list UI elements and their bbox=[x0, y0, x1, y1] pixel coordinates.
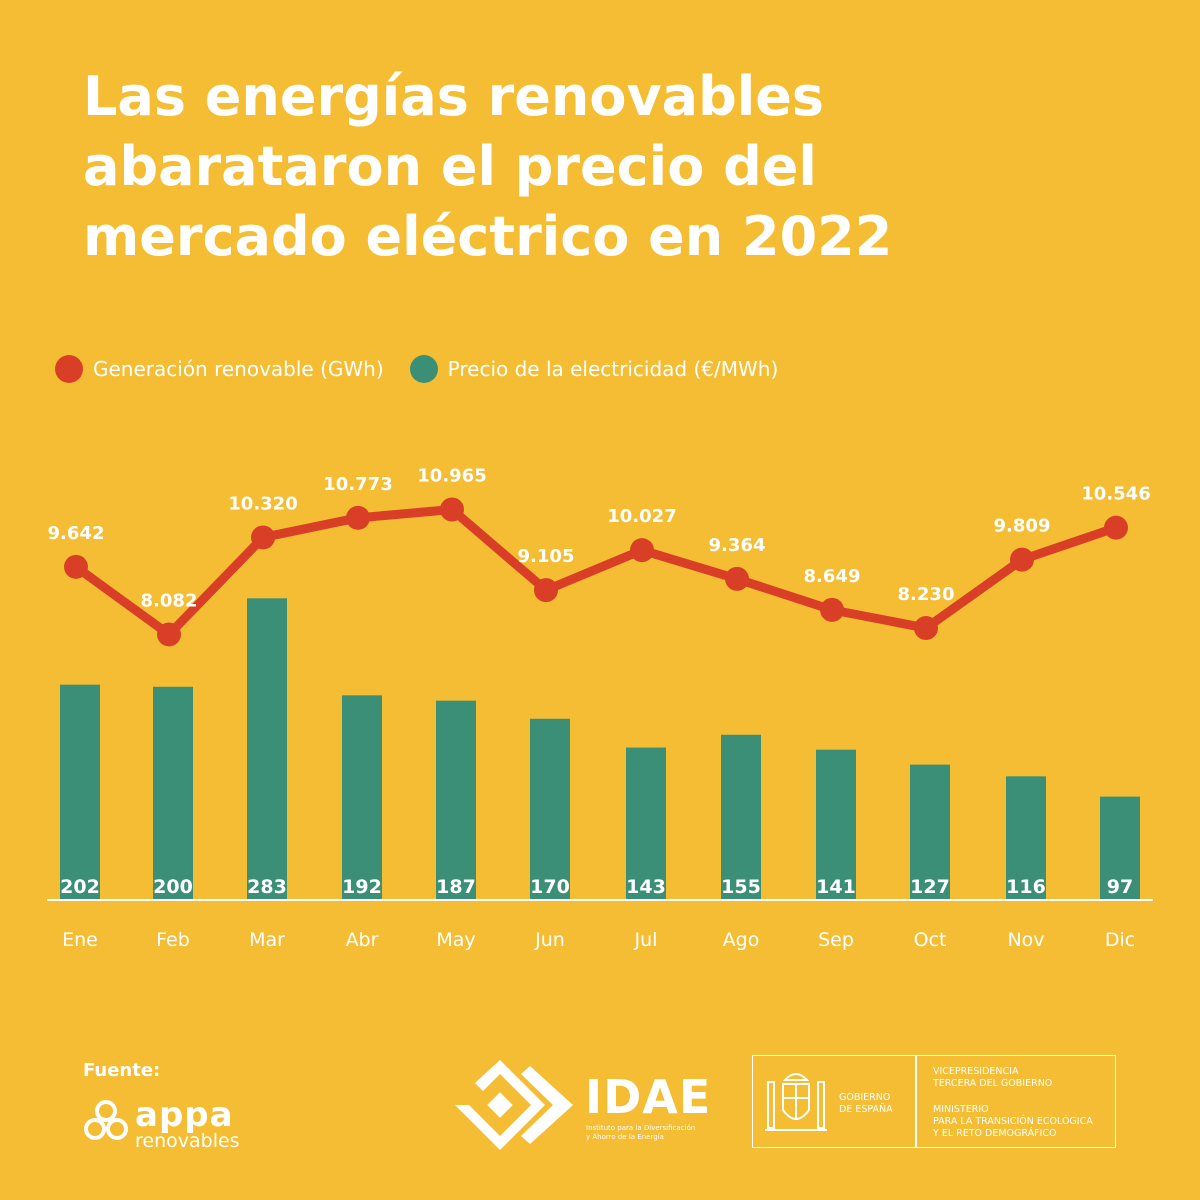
point-label-ago: 9.364 bbox=[709, 535, 766, 556]
point-label-abr: 10.773 bbox=[323, 474, 392, 495]
bar-label-may: 187 bbox=[436, 876, 476, 898]
point-generation-feb bbox=[157, 622, 181, 647]
bar-price-ago bbox=[721, 734, 761, 900]
bar-label-ago: 155 bbox=[721, 876, 761, 898]
point-label-sep: 8.649 bbox=[804, 566, 861, 587]
x-tick-abr: Abr bbox=[346, 929, 379, 951]
x-tick-feb: Feb bbox=[156, 929, 190, 951]
bar-price-oct bbox=[910, 764, 950, 900]
x-tick-jun: Jun bbox=[534, 929, 565, 951]
bar-label-feb: 200 bbox=[153, 876, 193, 898]
x-tick-sep: Sep bbox=[818, 929, 854, 951]
appa-name: appa bbox=[135, 1095, 234, 1135]
legend-swatch-generation bbox=[55, 355, 83, 383]
line-generation bbox=[71, 505, 1121, 639]
point-label-feb: 8.082 bbox=[141, 590, 198, 611]
vice-line-2: TERCERA DEL GOBIERNO bbox=[933, 1078, 1053, 1089]
legend-item-price: Precio de la electricidad (€/MWh) bbox=[409, 355, 779, 383]
x-tick-mar: Mar bbox=[249, 929, 285, 951]
x-tick-dic: Dic bbox=[1105, 929, 1135, 951]
chart-legend: Generación renovable (GWh) Precio de la … bbox=[55, 355, 804, 383]
point-generation-ene bbox=[64, 554, 88, 579]
point-label-mar: 10.320 bbox=[228, 493, 297, 514]
bar-label-oct: 127 bbox=[910, 876, 950, 898]
idae-logo-icon bbox=[455, 1060, 573, 1150]
idae-subtitle: Instituto para la Diversificación y Ahor… bbox=[586, 1124, 726, 1142]
min-line-2: PARA LA TRANSICIÓN ECOLÓGICA bbox=[933, 1116, 1093, 1127]
point-generation-mar bbox=[251, 525, 275, 550]
bar-price-ene bbox=[60, 684, 100, 900]
bar-label-mar: 283 bbox=[247, 876, 287, 898]
point-generation-jun bbox=[534, 578, 558, 603]
bar-price-nov bbox=[1006, 776, 1046, 900]
bar-price-feb bbox=[153, 686, 193, 900]
x-tick-oct: Oct bbox=[914, 929, 947, 951]
bar-label-sep: 141 bbox=[816, 876, 856, 898]
bar-price-dic bbox=[1100, 796, 1140, 900]
bar-price-abr bbox=[342, 695, 382, 900]
idae-name: IDAE bbox=[585, 1070, 712, 1124]
government-logo: GOBIERNO DE ESPAÑA VICEPRESIDENCIA TERCE… bbox=[752, 1055, 1116, 1148]
point-label-may: 10.965 bbox=[417, 466, 486, 487]
gobierno-label: GOBIERNO DE ESPAÑA bbox=[839, 1092, 893, 1116]
bar-price-jun bbox=[530, 718, 570, 900]
legend-label-generation: Generación renovable (GWh) bbox=[93, 357, 384, 381]
bar-price-may bbox=[436, 700, 476, 900]
point-label-nov: 9.809 bbox=[994, 516, 1051, 537]
point-generation-abr bbox=[346, 505, 370, 530]
bar-label-abr: 192 bbox=[342, 876, 382, 898]
point-label-oct: 8.230 bbox=[898, 584, 955, 605]
point-generation-dic bbox=[1104, 515, 1128, 540]
vice-line-1: VICEPRESIDENCIA bbox=[933, 1066, 1019, 1077]
bar-price-jul bbox=[626, 747, 666, 900]
x-tick-jul: Jul bbox=[634, 929, 658, 951]
x-tick-ene: Ene bbox=[62, 929, 98, 951]
point-label-jul: 10.027 bbox=[607, 506, 676, 527]
legend-item-generation: Generación renovable (GWh) bbox=[55, 355, 384, 383]
legend-swatch-price bbox=[409, 355, 438, 383]
point-generation-nov bbox=[1010, 547, 1034, 572]
x-tick-ago: Ago bbox=[723, 929, 760, 951]
point-generation-oct bbox=[914, 616, 938, 641]
point-generation-ago bbox=[725, 566, 749, 591]
source-label: Fuente: bbox=[83, 1060, 161, 1081]
x-tick-may: May bbox=[436, 929, 475, 951]
point-label-dic: 10.546 bbox=[1081, 484, 1150, 505]
combo-chart: 202 200 283 192 187 170 143 155 141 127 116 97 Ene Fe… bbox=[47, 466, 1153, 951]
title-line-2: abarataron el precio del bbox=[83, 135, 817, 198]
point-label-ene: 9.642 bbox=[48, 523, 105, 544]
appa-subtitle: renovables bbox=[135, 1130, 240, 1152]
title-line-3: mercado eléctrico en 2022 bbox=[83, 205, 893, 268]
gobierno-line-1: GOBIERNO bbox=[839, 1092, 891, 1103]
bar-label-jul: 143 bbox=[626, 876, 666, 898]
gobierno-line-2: DE ESPAÑA bbox=[839, 1104, 893, 1115]
x-tick-nov: Nov bbox=[1007, 929, 1044, 951]
min-line-3: Y EL RETO DEMOGRÁFICO bbox=[933, 1128, 1057, 1139]
bar-label-ene: 202 bbox=[60, 876, 100, 898]
title-line-1: Las energías renovables bbox=[83, 65, 825, 128]
vicepresidencia-label: VICEPRESIDENCIA TERCERA DEL GOBIERNO bbox=[933, 1066, 1052, 1090]
legend-label-price: Precio de la electricidad (€/MWh) bbox=[447, 357, 779, 381]
bar-price-mar bbox=[247, 598, 287, 900]
page-title: Las energías renovables abarataron el pr… bbox=[83, 62, 1083, 272]
point-generation-jul bbox=[630, 538, 654, 563]
coat-of-arms-icon bbox=[765, 1073, 827, 1131]
bar-label-jun: 170 bbox=[530, 876, 570, 898]
gov-divider bbox=[915, 1056, 917, 1147]
point-label-jun: 9.105 bbox=[518, 546, 575, 567]
point-generation-may bbox=[440, 497, 464, 522]
point-generation-sep bbox=[820, 597, 844, 622]
idae-subtitle-line-1: Instituto para la Diversificación bbox=[586, 1124, 696, 1132]
appa-logo: appa renovables bbox=[135, 1098, 240, 1151]
idae-subtitle-line-2: y Ahorro de la Energía bbox=[586, 1133, 664, 1141]
appa-logo-icon bbox=[84, 1100, 128, 1140]
bar-label-dic: 97 bbox=[1107, 876, 1133, 898]
min-line-1: MINISTERIO bbox=[933, 1104, 989, 1115]
bar-label-nov: 116 bbox=[1006, 876, 1046, 898]
bar-price-sep bbox=[816, 749, 856, 900]
ministerio-label: MINISTERIO PARA LA TRANSICIÓN ECOLÓGICA … bbox=[933, 1104, 1093, 1140]
